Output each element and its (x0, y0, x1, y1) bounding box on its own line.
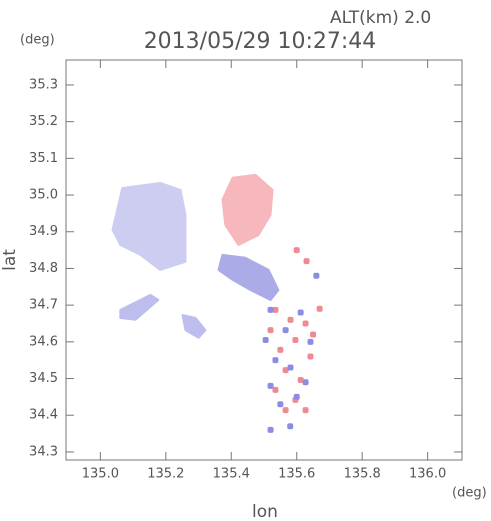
y-axis-label: lat (0, 249, 20, 271)
y-tick-label: 35.0 (29, 188, 58, 203)
altitude-label: ALT(km) 2.0 (330, 8, 431, 28)
y-tick-label: 34.7 (29, 298, 58, 313)
y-unit: (deg) (20, 33, 55, 48)
echo-cell (267, 306, 274, 313)
echo-cell (287, 423, 294, 430)
echo-cell (267, 426, 274, 433)
echo-cell (293, 393, 300, 400)
y-tick-label: 34.3 (29, 444, 58, 459)
x-tick-label: 135.4 (213, 467, 250, 482)
x-tick-label: 135.0 (82, 467, 119, 482)
echo-cell (307, 353, 314, 360)
echo-cell (316, 305, 323, 312)
echo-cell (287, 364, 294, 371)
x-axis-label: lon (252, 502, 278, 521)
echo-cell (282, 327, 289, 334)
echo-region (221, 173, 274, 246)
y-tick-label: 34.9 (29, 224, 58, 239)
y-tick-label: 34.5 (29, 371, 58, 386)
echo-cell (282, 407, 289, 414)
echo-cell (302, 320, 309, 327)
y-tick-label: 34.4 (29, 408, 58, 423)
echo-cell (307, 338, 314, 345)
echo-cell (282, 367, 289, 374)
x-tick-label: 136.0 (409, 467, 446, 482)
y-tick-label: 35.2 (29, 114, 58, 129)
echo-cell (310, 331, 317, 338)
echo-cell (302, 407, 309, 414)
echo-region (217, 253, 280, 301)
y-tick-label: 35.1 (29, 151, 58, 166)
y-tick-label: 34.6 (29, 334, 58, 349)
echo-cell (267, 327, 274, 334)
echo-cell (272, 357, 279, 364)
y-tick-label: 35.3 (29, 77, 58, 92)
plot-frame (65, 59, 463, 461)
x-tick-label: 135.8 (344, 467, 381, 482)
y-tick-label: 34.8 (29, 261, 58, 276)
echo-cell (262, 337, 269, 343)
x-unit: (deg) (452, 486, 487, 501)
echo-cell (302, 379, 309, 386)
echo-cell (292, 337, 299, 343)
echo-region (119, 293, 160, 321)
echo-cell (272, 306, 279, 313)
echo-cell (297, 377, 304, 383)
x-tick-label: 135.6 (278, 467, 315, 482)
echo-cell (267, 382, 274, 389)
echo-cell (303, 258, 310, 265)
x-tick-label: 135.2 (147, 467, 184, 482)
chart-title: 2013/05/29 10:27:44 (144, 29, 377, 54)
echo-region (111, 181, 187, 271)
echo-cell (277, 346, 284, 353)
echo-cell (297, 309, 304, 316)
echo-cell (313, 272, 320, 279)
echo-cell (287, 316, 294, 323)
echo-region (181, 314, 207, 339)
echo-cell (293, 247, 300, 254)
echo-cell (277, 401, 284, 408)
echo-cell (272, 386, 279, 393)
